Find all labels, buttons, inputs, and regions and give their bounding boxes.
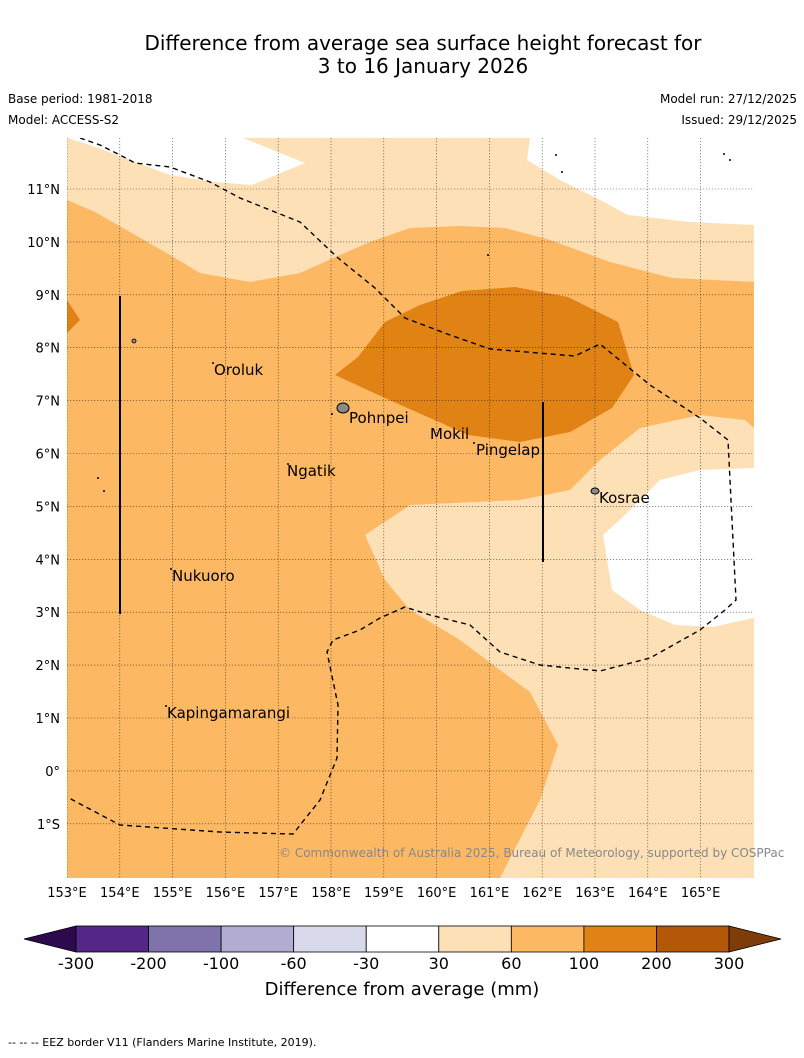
colorbar-segment [438,925,512,953]
label-kosrae: Kosrae [599,489,650,507]
colorbar-segment [75,925,149,953]
latitude-label: 1°S [37,818,60,833]
latitude-label: 10°N [27,236,60,251]
colorbar: -300 -200 -100 -60 -30 30 60 100 200 300 Differen… [23,925,782,1000]
latitude-label: 7°N [36,395,61,410]
latitude-label: 11°N [27,183,60,198]
colorbar-segment [293,925,367,953]
latitude-label: 2°N [36,659,61,674]
latitude-label: 1°N [36,712,61,727]
map-panel [67,138,754,878]
latitude-labels: 11°N 10°N 9°N 8°N 7°N 6°N 5°N 4°N 3°N 2°N 1°N 0° 1°S [27,183,60,833]
longitude-label: 154°E [100,886,140,901]
longitude-label: 161°E [470,886,510,901]
longitude-label: 160°E [417,886,457,901]
island-nukuoro [170,568,172,570]
island-north [487,254,489,256]
longitude-label: 162°E [522,886,562,901]
longitude-label: 158°E [311,886,351,901]
latitude-label: 0° [45,765,60,780]
label-kapingamarangi: Kapingamarangi [167,704,290,722]
colorbar-extend-above [728,925,782,953]
colorbar-segment [510,925,585,953]
longitude-label: 163°E [575,886,615,901]
colorbar-tick-label: -30 [353,954,379,973]
colorbar-tick-label: 100 [569,954,600,973]
map-title: Difference from average sea surface heig… [0,32,804,78]
latitude-label: 4°N [36,553,61,568]
island-kosrae [590,487,600,495]
band-neutral-east [603,468,754,627]
eez-border [67,138,737,835]
colorbar-extend-below [23,925,77,953]
label-pohnpei: Pohnpei [349,409,409,427]
latitude-label: 9°N [36,289,61,304]
title-line-2: 3 to 16 January 2026 [317,54,529,78]
colorbar-tick-label: 300 [714,954,745,973]
label-oroluk: Oroluk [214,361,263,379]
base-period: Base period: 1981-2018 [8,92,153,106]
colorbar-segment [583,925,657,953]
colorbar-segment [220,925,295,953]
longitude-label: 155°E [153,886,193,901]
band-neutral-northeast [527,138,754,225]
colorbar-tick-label: -300 [58,954,94,973]
island-ant [331,413,333,415]
band-neutral-north [67,138,305,185]
longitude-label: 159°E [364,886,404,901]
colorbar-segments [75,925,730,953]
island-small [131,338,137,344]
colorbar-segment [365,925,440,953]
longitude-labels: 153°E 154°E 155°E 156°E 157°E 158°E 159°E 160°E… [47,886,720,901]
island-reef-2 [97,477,99,479]
issued-date: Issued: 29/12/2025 [681,113,797,127]
island-ne-1 [555,154,557,156]
graticule [67,138,754,878]
longitude-label: 157°E [258,886,298,901]
eez-footnote: -- -- -- EEZ border V11 (Flanders Marine… [8,1036,317,1049]
latitude-label: 6°N [36,448,61,463]
title-line-1: Difference from average sea surface heig… [144,31,702,55]
longitude-label: 165°E [681,886,721,901]
label-pingelap: Pingelap [476,441,540,459]
latitude-label: 3°N [36,606,61,621]
band-100-200 [335,287,634,442]
label-mokil: Mokil [430,425,469,443]
island-ne-3 [723,153,725,155]
colorbar-title: Difference from average (mm) [265,979,540,1000]
longitude-label: 153°E [47,886,87,901]
label-ngatik: Ngatik [287,462,336,480]
island-ne-4 [729,159,731,161]
colorbar-tick-label: -60 [281,954,307,973]
island-ne-2 [561,171,563,173]
model-name: Model: ACCESS-S2 [8,113,120,127]
colorbar-tick-label: -100 [203,954,239,973]
copyright-notice: © Commonwealth of Australia 2025, Bureau… [279,846,784,860]
colorbar-tick-label: 60 [501,954,521,973]
island-reef-1 [103,490,105,492]
colorbar-tick-label: -200 [130,954,166,973]
latitude-label: 8°N [36,342,61,357]
island-ngatik [287,463,289,465]
label-nukuoro: Nukuoro [172,567,235,585]
eez-border-south [67,606,726,835]
longitude-label: 156°E [206,886,246,901]
band-100-200-west [67,300,80,333]
island-kapingamarangi [165,705,167,707]
colorbar-tick-labels: -300 -200 -100 -60 -30 30 60 100 200 300 [58,954,744,973]
colorbar-segment [656,925,730,953]
eez-border-north [79,138,737,611]
colorbar-segment [148,925,222,953]
model-run: Model run: 27/12/2025 [659,92,797,106]
island-pohnpei [336,402,350,414]
colorbar-tick-label: 30 [429,954,449,973]
island-oroluk [212,362,214,364]
latitude-label: 5°N [36,500,61,515]
longitude-label: 164°E [628,886,668,901]
colorbar-tick-label: 200 [641,954,672,973]
island-pingelap [473,442,475,444]
